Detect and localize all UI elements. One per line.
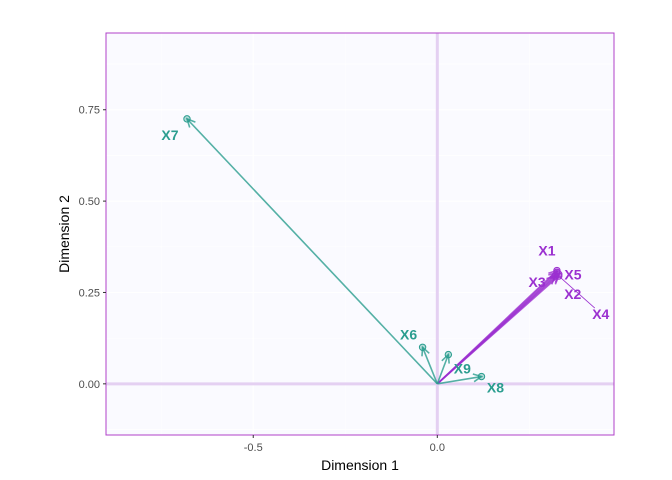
vector-line — [421, 346, 439, 385]
vector-label-x2: X2 — [564, 286, 581, 302]
vector-line — [436, 271, 558, 385]
vector-line — [437, 375, 482, 385]
vector-label-x4: X4 — [592, 306, 609, 322]
x-tick-label: -0.5 — [244, 442, 263, 454]
vector-label-x7: X7 — [161, 127, 178, 143]
vector-point — [418, 343, 427, 351]
vector-point — [477, 372, 486, 381]
arrow-head — [421, 345, 430, 357]
vector-x5 — [436, 268, 561, 385]
zero-lines — [106, 33, 614, 435]
arrow-head — [472, 373, 484, 383]
y-axis-title: Dimension 2 — [56, 195, 72, 273]
label-leader-line — [558, 275, 596, 309]
vector-point — [444, 350, 453, 359]
vector-point — [183, 115, 191, 123]
y-tick-label: 0.75 — [79, 105, 100, 117]
vector-label-x1: X1 — [538, 243, 555, 259]
x-axis-title: Dimension 1 — [321, 457, 399, 473]
y-axis-ticks: 0.00 0.25 0.50 0.75 — [79, 105, 106, 391]
vector-label-x8: X8 — [487, 380, 504, 396]
vector-arrows — [183, 115, 563, 385]
arrow-head — [548, 271, 559, 282]
vector-label-x9: X9 — [454, 361, 471, 377]
vector-x9 — [436, 350, 453, 385]
y-tick-label: 0.50 — [79, 196, 100, 208]
vector-labels: X1 X2 X3 X4 X5 X6 X7 X8 X9 — [161, 127, 609, 396]
y-tick-label: 0.25 — [79, 287, 100, 299]
minor-gridlines — [106, 33, 614, 435]
x-axis-ticks: -0.5 0.0 — [244, 435, 445, 454]
vector-point — [553, 268, 561, 277]
plot-panel — [106, 33, 614, 435]
arrow-head — [185, 117, 196, 128]
vector-label-x5: X5 — [564, 266, 581, 282]
vector-label-x3: X3 — [529, 274, 546, 290]
x-tick-label: 0.0 — [430, 442, 445, 454]
vector-x8 — [437, 372, 486, 385]
vector-line — [436, 354, 450, 385]
vector-line — [186, 118, 438, 385]
vector-x7 — [183, 115, 438, 385]
y-tick-label: 0.00 — [79, 379, 100, 391]
arrow-head — [441, 352, 450, 364]
vector-x6 — [418, 343, 439, 385]
plot-border — [105, 32, 615, 436]
vector-label-x6: X6 — [400, 326, 417, 342]
